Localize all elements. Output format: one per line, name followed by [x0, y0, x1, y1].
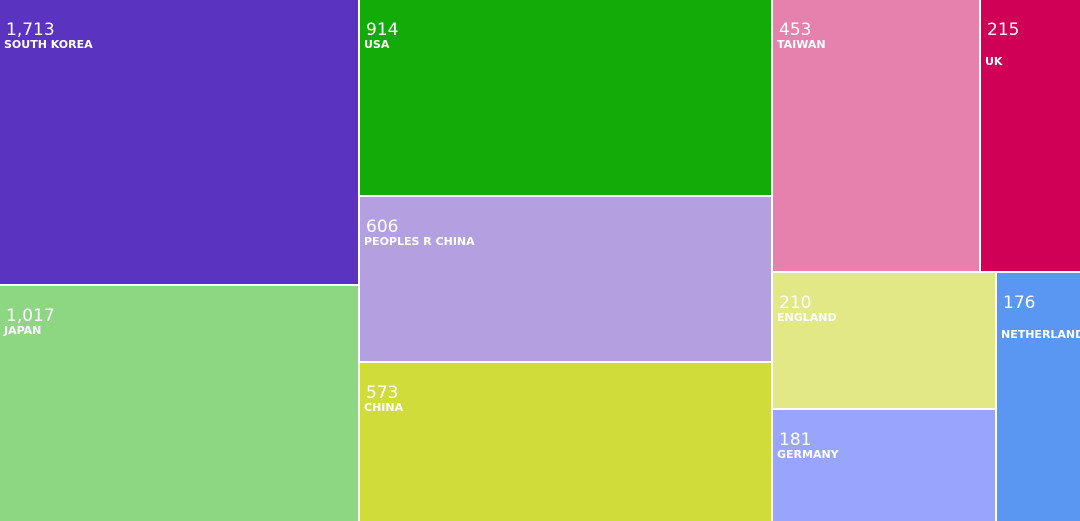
category-label: USA — [364, 38, 390, 51]
category-label: SOUTH KOREA — [4, 38, 93, 51]
treemap-tile — [360, 363, 771, 521]
value-label: 176 — [1003, 293, 1035, 313]
category-label: JAPAN — [3, 324, 41, 337]
treemap-tile — [773, 0, 979, 271]
category-label: GERMANY — [777, 448, 840, 461]
category-label: UK — [985, 55, 1003, 68]
value-label: 1,017 — [6, 306, 55, 326]
treemap-tile — [360, 197, 771, 361]
treemap-tile — [773, 410, 995, 521]
treemap-tile — [0, 286, 358, 521]
category-label: PEOPLES R CHINA — [364, 235, 475, 248]
category-label: ENGLAND — [777, 311, 837, 324]
value-label: 181 — [779, 430, 811, 450]
value-label: 215 — [987, 20, 1019, 40]
category-label: TAIWAN — [777, 38, 826, 51]
value-label: 453 — [779, 20, 811, 40]
value-label: 914 — [366, 20, 398, 40]
value-label: 573 — [366, 383, 398, 403]
value-label: 1,713 — [6, 20, 55, 40]
treemap-tile — [360, 0, 771, 195]
treemap-tile — [0, 0, 358, 284]
treemap-tile — [997, 273, 1080, 521]
value-label: 210 — [779, 293, 811, 313]
category-label: NETHERLANDS — [1001, 328, 1080, 341]
value-label: 606 — [366, 217, 398, 237]
category-label: CHINA — [364, 401, 404, 414]
treemap-tile — [981, 0, 1080, 271]
treemap-tile — [773, 273, 995, 408]
